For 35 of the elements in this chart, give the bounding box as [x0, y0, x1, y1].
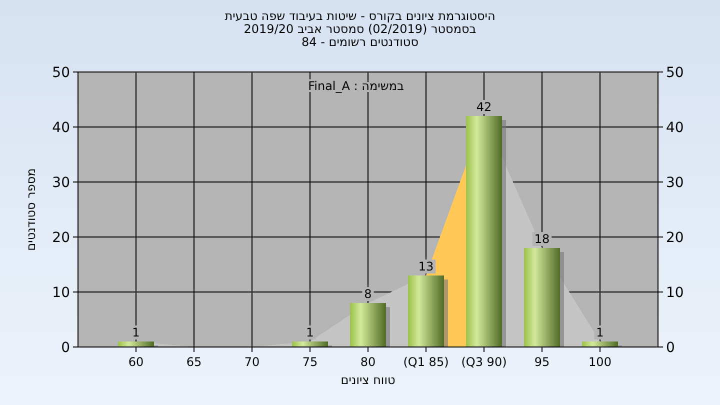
y-tick-label: 0: [61, 340, 70, 356]
bar: [582, 342, 618, 347]
data-label: 18: [534, 232, 550, 246]
x-tick-label: (Q3 90): [461, 355, 507, 369]
data-label: 8: [364, 287, 372, 301]
chart-title: היסטוגרמת ציונים בקורס - שיטות בעיבוד שפה טבעית: [224, 9, 496, 23]
x-axis-title: טווח ציונים: [340, 373, 396, 387]
chart-subtitle: בסמסטר (02/2019) סמסטר אביב 2019/20 סטודנטים רשומים - 84: [244, 22, 476, 49]
y2-tick-label: 50: [666, 65, 684, 81]
data-label: 42: [476, 100, 492, 114]
y2-tick-label: 0: [666, 340, 675, 356]
x-tick-label: 75: [302, 355, 318, 369]
y-tick-label: 30: [52, 175, 70, 191]
y2-tick-label: 10: [666, 285, 684, 301]
data-label: 1: [306, 326, 314, 340]
y-tick-label: 20: [52, 230, 70, 246]
y2-tick-label: 30: [666, 175, 684, 191]
y-tick-label: 50: [52, 65, 70, 81]
x-tick-label: 80: [360, 355, 376, 369]
data-label: 1: [132, 326, 140, 340]
y2-tick-label: 20: [666, 230, 684, 246]
x-tick-label: 95: [534, 355, 550, 369]
data-label: 13: [418, 260, 434, 274]
x-tick-label: (Q1 85): [403, 355, 449, 369]
x-tick-label: 100: [588, 355, 612, 369]
data-label: 1: [596, 326, 604, 340]
y-axis-title: מספר סטודנטים: [24, 168, 38, 251]
y-tick-label: 40: [52, 120, 70, 136]
y2-tick-label: 40: [666, 120, 684, 136]
x-tick-label: 70: [244, 355, 260, 369]
x-tick-label: 60: [128, 355, 144, 369]
bar: [292, 342, 328, 347]
y-tick-label: 10: [52, 285, 70, 301]
x-tick-label: 65: [186, 355, 202, 369]
bar: [118, 342, 154, 347]
